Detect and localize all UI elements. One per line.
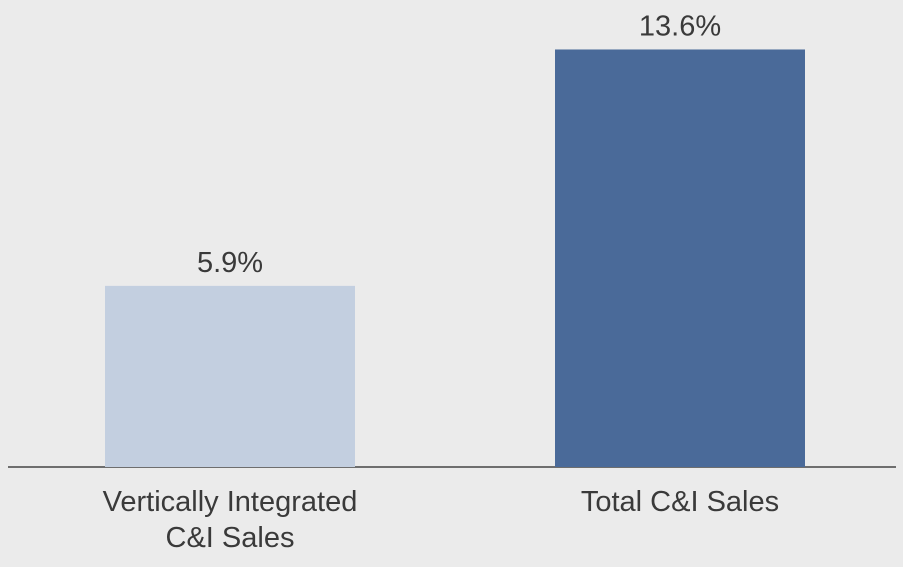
value-label: 13.6% xyxy=(639,10,721,42)
value-label: 5.9% xyxy=(197,247,263,279)
x-tick-label: Vertically Integrated C&I Sales xyxy=(102,486,358,554)
bar xyxy=(105,285,355,467)
x-tick-label: Total C&I Sales xyxy=(580,486,780,518)
bar xyxy=(555,49,805,467)
